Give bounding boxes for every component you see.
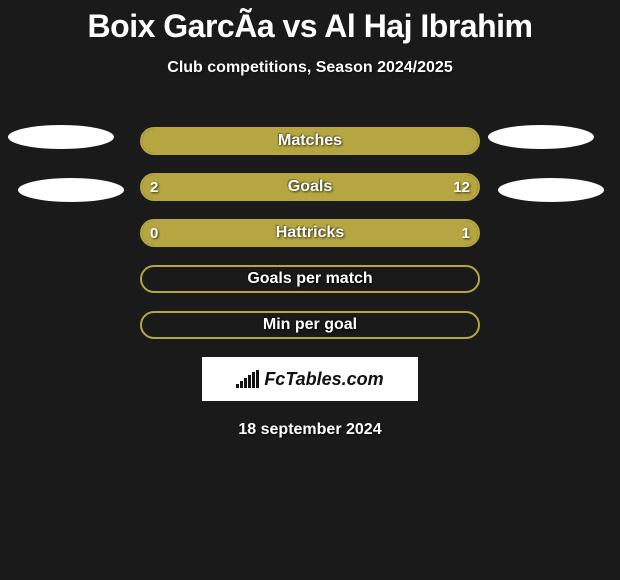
stat-bar-row: Min per goal <box>140 311 480 339</box>
stat-bar-row: Goals212 <box>140 173 480 201</box>
stat-bar-row: Matches <box>140 127 480 155</box>
stat-bar-row: Goals per match <box>140 265 480 293</box>
stat-bar-track <box>140 127 480 155</box>
logo-chart-icon <box>236 370 260 388</box>
logo-box: FcTables.com <box>202 357 418 401</box>
stat-bar-fill-left <box>142 129 478 153</box>
logo-text: FcTables.com <box>264 369 383 390</box>
stat-bar-track <box>140 311 480 339</box>
stat-bar-fill-right <box>142 221 478 245</box>
stat-bar-track <box>140 219 480 247</box>
stat-bar-value-left: 2 <box>140 173 168 201</box>
player-oval <box>498 178 604 202</box>
stat-bar-track <box>140 265 480 293</box>
stat-bar-value-left: 0 <box>140 219 168 247</box>
stat-bar-value-right: 12 <box>443 173 480 201</box>
stat-bar-value-right: 1 <box>452 219 480 247</box>
subtitle: Club competitions, Season 2024/2025 <box>0 59 620 77</box>
stat-bar-row: Hattricks01 <box>140 219 480 247</box>
stat-bar-track <box>140 173 480 201</box>
player-oval <box>488 125 594 149</box>
player-oval <box>8 125 114 149</box>
date-line: 18 september 2024 <box>0 421 620 439</box>
comparison-bars: MatchesGoals212Hattricks01Goals per matc… <box>140 127 480 339</box>
player-oval <box>18 178 124 202</box>
stat-bar-fill-right <box>202 175 478 199</box>
comparison-infographic: Boix GarcÃ­a vs Al Haj Ibrahim Club comp… <box>0 0 620 580</box>
page-title: Boix GarcÃ­a vs Al Haj Ibrahim <box>0 0 620 45</box>
